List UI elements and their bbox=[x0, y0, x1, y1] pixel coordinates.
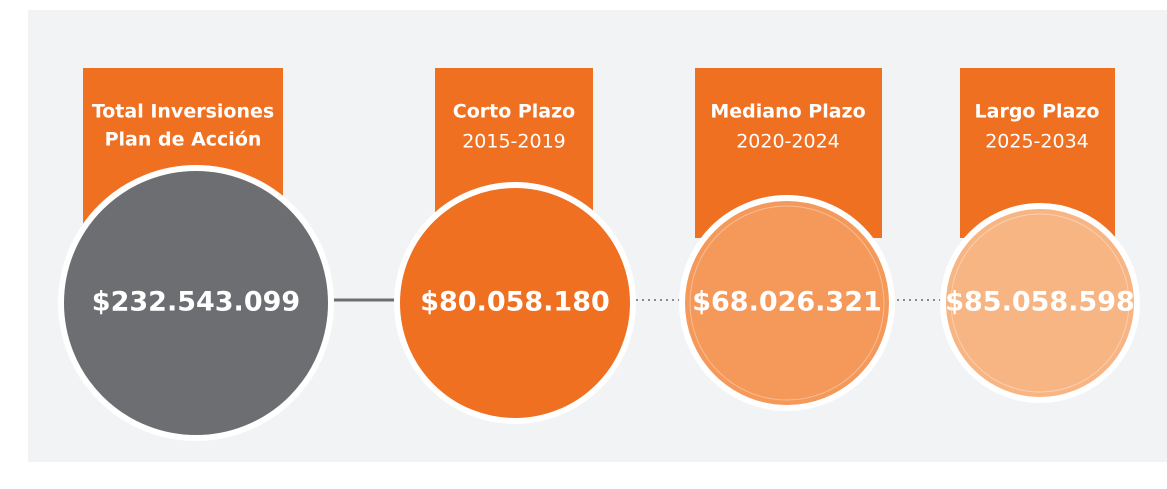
circle bbox=[940, 203, 1140, 403]
inner-ring bbox=[689, 205, 885, 401]
item-title: Plan de Acción bbox=[105, 129, 262, 151]
item-value: $232.543.099 bbox=[92, 287, 300, 318]
item-title: Total Inversiones bbox=[92, 101, 274, 123]
item: Mediano Plazo 2020-2024 $68.026.321 bbox=[679, 68, 895, 411]
item: Total Inversiones Plan de Acción $232.54… bbox=[58, 68, 334, 441]
item-title: Corto Plazo bbox=[453, 101, 576, 123]
item-value: $68.026.321 bbox=[692, 287, 882, 318]
circle bbox=[679, 195, 895, 411]
inner-ring bbox=[950, 213, 1130, 393]
item-subtitle: 2025-2034 bbox=[985, 131, 1089, 153]
circle bbox=[394, 182, 636, 424]
item-value: $85.058.598 bbox=[945, 287, 1135, 318]
item-title: Mediano Plazo bbox=[710, 101, 865, 123]
item-subtitle: 2020-2024 bbox=[736, 131, 840, 153]
item: Largo Plazo 2025-2034 $85.058.598 bbox=[940, 68, 1140, 403]
item-subtitle: 2015-2019 bbox=[462, 131, 566, 153]
item-title: Largo Plazo bbox=[975, 101, 1100, 123]
circle bbox=[58, 165, 334, 441]
item-value: $80.058.180 bbox=[420, 287, 610, 318]
item: Corto Plazo 2015-2019 $80.058.180 bbox=[394, 68, 636, 424]
